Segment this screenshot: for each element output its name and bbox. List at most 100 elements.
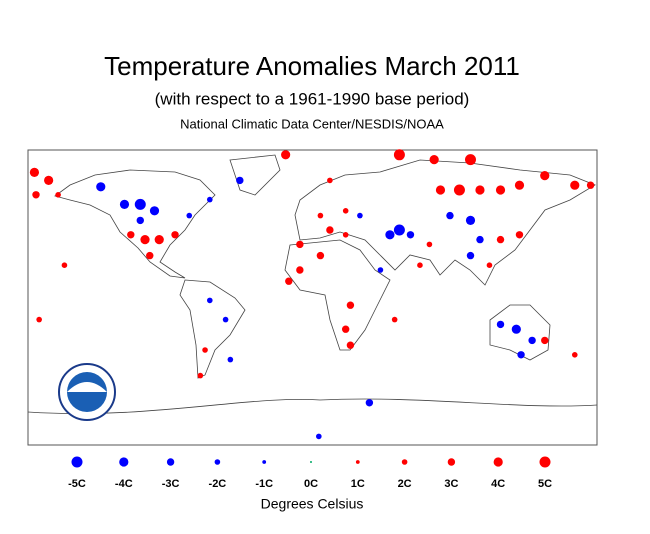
station-dot bbox=[171, 231, 179, 239]
station-dot bbox=[55, 192, 61, 198]
station-dot bbox=[377, 267, 384, 273]
station-dot bbox=[136, 216, 144, 225]
station-dot bbox=[186, 212, 193, 219]
station-dot bbox=[357, 212, 363, 219]
station-dot bbox=[486, 262, 493, 269]
station-dot bbox=[342, 208, 349, 214]
station-dot bbox=[517, 351, 525, 359]
station-dot bbox=[236, 176, 244, 185]
station-dot bbox=[475, 185, 485, 195]
station-dot bbox=[96, 182, 106, 192]
station-dot bbox=[453, 184, 465, 196]
station-dot bbox=[202, 347, 208, 353]
station-dot bbox=[476, 235, 484, 244]
station-dot bbox=[570, 180, 580, 190]
station-dot bbox=[227, 356, 234, 363]
legend-dot bbox=[310, 461, 312, 463]
legend-dot bbox=[447, 458, 456, 466]
legend-dot bbox=[119, 457, 129, 467]
station-dot bbox=[149, 206, 160, 216]
legend-label: 3C bbox=[444, 478, 458, 490]
station-dot bbox=[511, 324, 521, 334]
station-dot bbox=[127, 231, 135, 239]
station-dot bbox=[316, 433, 322, 440]
station-dot bbox=[365, 399, 374, 407]
legend-dot bbox=[166, 458, 175, 466]
legend-dot bbox=[355, 460, 360, 464]
subtitle: (with respect to a 1961-1990 base period… bbox=[155, 89, 470, 108]
station-dot bbox=[417, 262, 423, 269]
station-dot bbox=[342, 232, 349, 238]
station-dot bbox=[541, 336, 549, 345]
legend-dot bbox=[214, 459, 221, 465]
legend-label: 1C bbox=[351, 478, 365, 490]
station-dot bbox=[496, 235, 505, 244]
station-dot bbox=[154, 235, 164, 245]
station-dot bbox=[465, 154, 476, 166]
station-dot bbox=[134, 198, 146, 210]
station-dot bbox=[586, 181, 595, 189]
station-dot bbox=[326, 226, 334, 234]
station-dot bbox=[317, 212, 324, 219]
legend-label: -2C bbox=[209, 478, 227, 490]
legend-label: 2C bbox=[398, 478, 412, 490]
station-dot bbox=[341, 325, 350, 333]
station-dot bbox=[119, 199, 130, 209]
station-dot bbox=[465, 215, 476, 225]
station-dot bbox=[207, 196, 213, 203]
station-dot bbox=[316, 251, 325, 260]
legend-dot bbox=[493, 457, 503, 467]
station-dot bbox=[346, 301, 355, 309]
station-dot bbox=[327, 177, 333, 184]
station-dot bbox=[466, 251, 475, 260]
legend-title: Degrees Celsius bbox=[261, 496, 364, 512]
station-dot bbox=[540, 171, 550, 181]
station-dot bbox=[29, 167, 40, 177]
station-dot bbox=[426, 241, 433, 248]
station-dot bbox=[61, 262, 68, 269]
legend-dot bbox=[401, 459, 408, 465]
station-dot bbox=[391, 316, 398, 323]
station-dot bbox=[496, 320, 505, 329]
source: National Climatic Data Center/NESDIS/NOA… bbox=[180, 116, 444, 131]
legend-dot bbox=[262, 460, 267, 464]
legend-dot bbox=[71, 456, 83, 468]
station-dot bbox=[393, 149, 405, 161]
station-dot bbox=[146, 251, 154, 260]
station-dot bbox=[515, 231, 524, 239]
legend-label: 0C bbox=[304, 478, 318, 490]
station-dot bbox=[36, 316, 42, 323]
station-dot bbox=[446, 211, 454, 220]
coastlines bbox=[27, 154, 598, 414]
station-dot bbox=[495, 185, 506, 195]
title: Temperature Anomalies March 2011 bbox=[104, 51, 520, 81]
station-dot bbox=[281, 150, 291, 160]
noaa-logo bbox=[58, 363, 116, 421]
legend-label: -5C bbox=[68, 478, 86, 490]
legend-label: -4C bbox=[115, 478, 133, 490]
station-dot bbox=[435, 185, 446, 195]
station-dot bbox=[406, 231, 415, 239]
station-dot bbox=[514, 180, 525, 190]
legend-label: -3C bbox=[162, 478, 180, 490]
station-dot bbox=[207, 297, 213, 304]
legend-label: 5C bbox=[538, 478, 552, 490]
station-dot bbox=[429, 155, 439, 165]
station-dot bbox=[296, 240, 304, 249]
station-dot bbox=[44, 175, 54, 185]
station-dot bbox=[140, 235, 150, 245]
legend-label: 4C bbox=[491, 478, 505, 490]
map-frame bbox=[27, 149, 598, 446]
legend-dot bbox=[539, 456, 551, 468]
station-dot bbox=[197, 372, 204, 379]
legend-label: -1C bbox=[255, 478, 273, 490]
station-dot bbox=[393, 224, 405, 236]
station-dot bbox=[285, 277, 293, 285]
station-dot bbox=[571, 352, 578, 358]
station-dot bbox=[296, 266, 304, 274]
station-dot bbox=[385, 230, 395, 240]
station-dot bbox=[528, 336, 536, 345]
station-dot bbox=[32, 191, 40, 199]
station-dot bbox=[346, 341, 355, 349]
